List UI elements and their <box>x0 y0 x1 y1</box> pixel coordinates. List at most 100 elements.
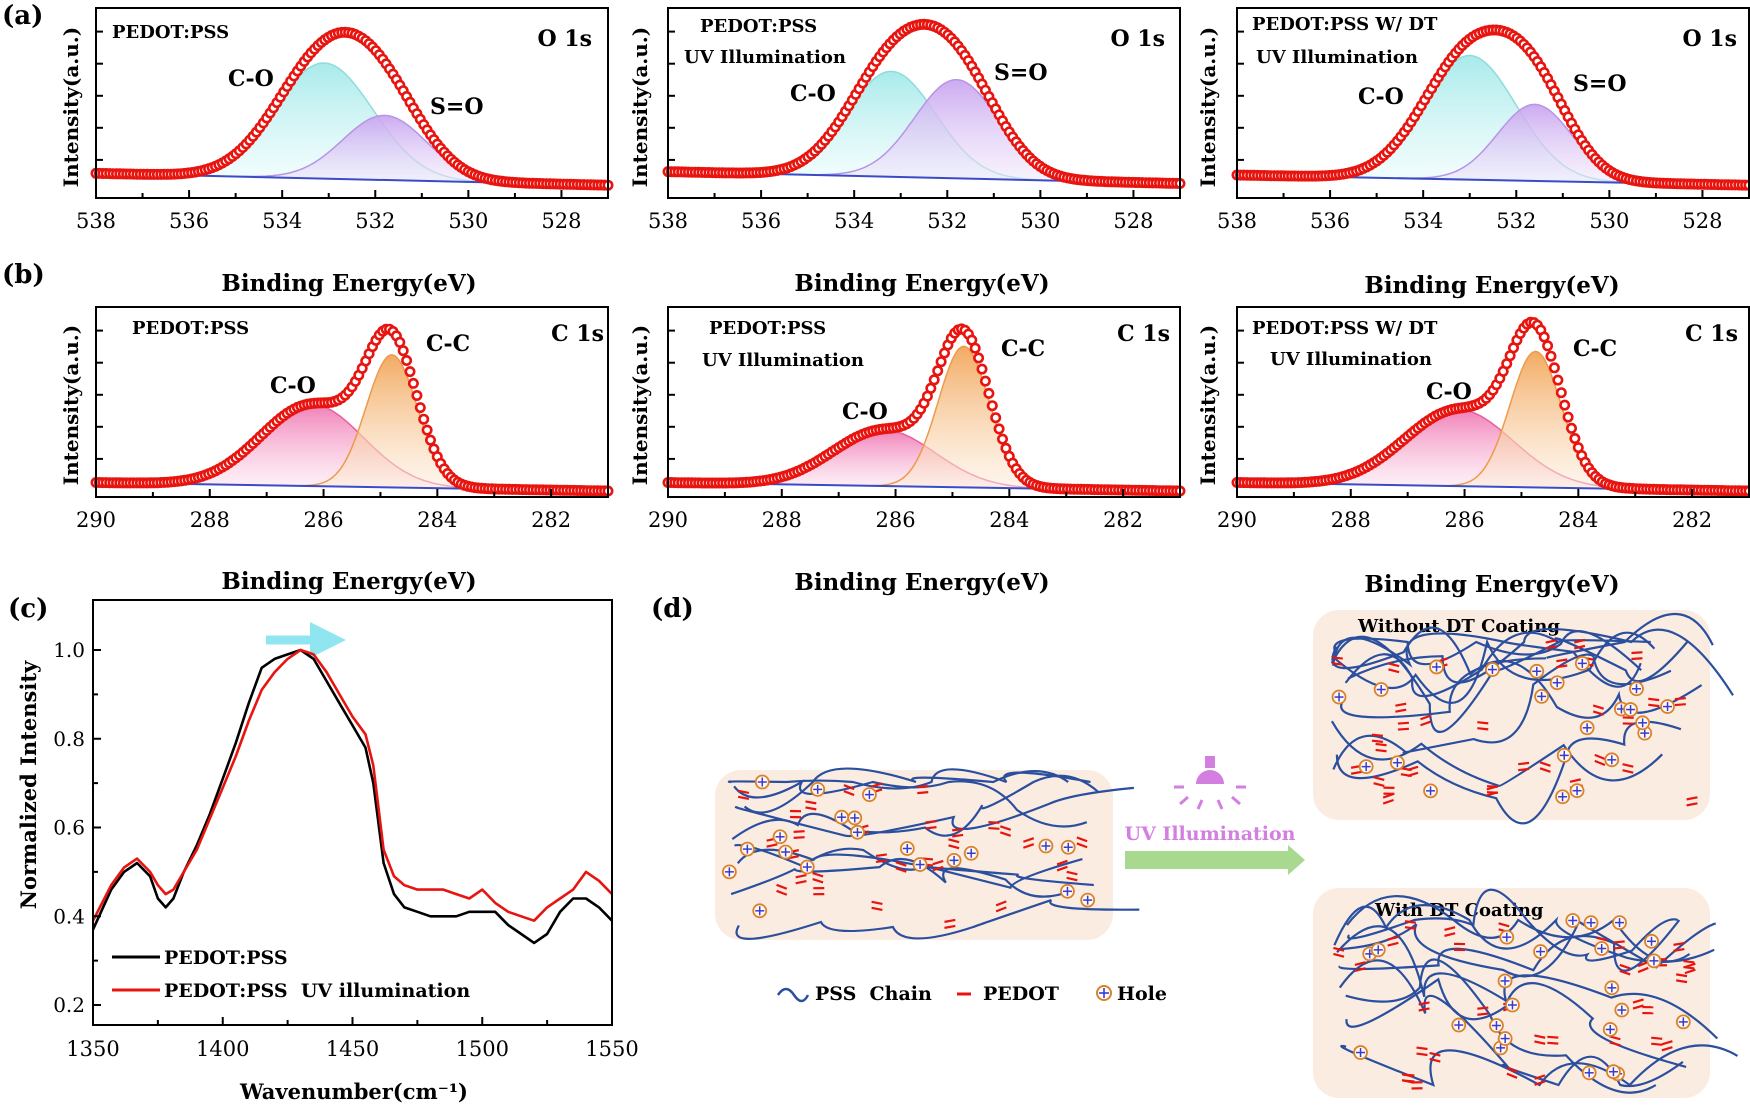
y-tick-label: 0.4 <box>53 904 85 928</box>
data-point <box>414 402 426 414</box>
x-tick-label: 1500 <box>456 1037 509 1061</box>
x-tick-label: 282 <box>1103 508 1143 532</box>
xps-panel-a3-o1s-dt: PEDOT:PSS W/ DT UV Illumination O 1s C-O… <box>1196 7 1750 299</box>
data-point <box>1552 374 1564 386</box>
pedot-segment <box>1534 1034 1546 1039</box>
pedot-segment <box>871 782 883 788</box>
pedot-segment <box>1373 776 1385 781</box>
x-tick-label: 528 <box>1113 209 1153 233</box>
legend-chain: PSS Chain PEDOT Hole <box>776 983 1167 1005</box>
pedot-segment <box>988 820 1000 824</box>
pedot-segment <box>812 872 824 878</box>
pedot-segment <box>1403 1079 1415 1083</box>
x-tick-label: 1550 <box>585 1037 638 1061</box>
data-point <box>976 363 988 375</box>
hole-icon <box>1533 944 1548 959</box>
pedot-segment <box>1023 843 1035 849</box>
x-tick-label: 286 <box>1445 508 1485 532</box>
x-tick-label: 528 <box>541 209 581 233</box>
x-tick-label: 286 <box>304 508 344 532</box>
pedot-segment <box>1673 942 1685 946</box>
hole-icon <box>1614 1002 1630 1018</box>
pedot-segment <box>1420 720 1432 727</box>
pedot-segment <box>805 800 817 805</box>
pedot-segment <box>1547 1035 1559 1039</box>
pedot-segment <box>1637 966 1649 974</box>
plot-frame <box>1236 7 1750 199</box>
pss-chain <box>1333 904 1715 964</box>
pss-chain <box>1346 895 1691 963</box>
legend-pedot-label: PEDOT <box>983 983 1059 1005</box>
data-point <box>979 375 991 387</box>
peak-label-s-o: S=O <box>1573 71 1627 97</box>
pedot-segment <box>776 883 788 890</box>
pedot-segment <box>952 833 964 838</box>
pedot-segment <box>1506 1066 1518 1073</box>
hole-icon <box>1660 699 1675 714</box>
hole-icon <box>1583 915 1599 931</box>
hole-icon <box>1556 747 1572 763</box>
pedot-segment <box>1651 1036 1663 1040</box>
hole-icon <box>1549 675 1565 691</box>
pedot-segment <box>1613 946 1625 950</box>
pedot-segment <box>795 873 807 879</box>
data-point <box>418 413 430 425</box>
data-point <box>397 345 409 357</box>
uv-lamp-icon <box>1174 756 1246 810</box>
pedot-segment <box>1076 842 1088 849</box>
hole-icon <box>1373 682 1389 697</box>
pedot-segment <box>1675 979 1688 984</box>
plot-frame <box>95 306 609 498</box>
uv-label: UV Illumination <box>1125 823 1296 845</box>
pedot-segment <box>1631 651 1643 655</box>
pedot-segment <box>1056 859 1068 866</box>
legend-label-uv: PEDOT:PSS UV illumination <box>164 980 470 1002</box>
hole-icon <box>1038 838 1054 854</box>
pss-chain <box>1330 635 1651 733</box>
peak-label-c-o: C-O <box>1358 84 1404 110</box>
pedot-segment <box>1403 1073 1415 1077</box>
data-point <box>986 400 998 412</box>
pedot-segment <box>776 889 788 896</box>
legend-hole-label: Hole <box>1117 983 1167 1005</box>
pedot-segment <box>1632 1004 1644 1010</box>
pedot-segment <box>1609 1041 1621 1047</box>
y-tick-label: 0.2 <box>53 993 85 1017</box>
pedot-segment <box>1545 645 1557 650</box>
panel-title: PEDOT:PSS <box>709 318 826 339</box>
pss-chain <box>1338 919 1681 972</box>
x-tick-label: 286 <box>876 508 916 532</box>
pedot-segment <box>1418 1007 1430 1012</box>
y-axis-title: Intensity(a.u.) <box>59 325 83 485</box>
hole-icon <box>772 829 788 845</box>
pedot-segment <box>1404 926 1417 930</box>
pedot-segment <box>1534 1040 1546 1045</box>
x-tick-label: 536 <box>741 209 781 233</box>
pedot-segment <box>995 906 1007 913</box>
hole-icon <box>1606 1064 1621 1080</box>
pedot-segment <box>1397 727 1409 731</box>
x-tick-label: 538 <box>76 209 116 233</box>
peak-label-s-o: S=O <box>994 60 1048 86</box>
data-point <box>404 366 416 378</box>
x-tick-label: 538 <box>648 209 688 233</box>
pedot-segment <box>1539 761 1551 767</box>
hole-icon <box>1497 1031 1513 1046</box>
pss-chain <box>734 786 1135 838</box>
hole-icon <box>1080 892 1096 908</box>
xps-panel-b2-c1s-uv: PEDOT:PSS UV Illumination C 1s C-O C-C B… <box>628 306 1186 596</box>
hole-icon <box>1555 789 1570 805</box>
y-axis-title: Intensity(a.u.) <box>59 27 83 187</box>
pedot-segment <box>1331 656 1343 660</box>
data-point <box>925 382 937 394</box>
data-point <box>990 412 1002 424</box>
pedot-segment <box>932 859 944 866</box>
pedot-segment <box>1648 703 1660 708</box>
data-point <box>1548 362 1560 374</box>
pedot-segment <box>1387 935 1399 941</box>
pedot-segment <box>1683 960 1695 964</box>
hole-icon <box>862 787 877 803</box>
xps-panel-b3-c1s-dt: PEDOT:PSS W/ DT UV Illumination C 1s C-O… <box>1196 306 1750 598</box>
hole-icon <box>1569 783 1585 799</box>
data-point <box>1566 422 1578 434</box>
